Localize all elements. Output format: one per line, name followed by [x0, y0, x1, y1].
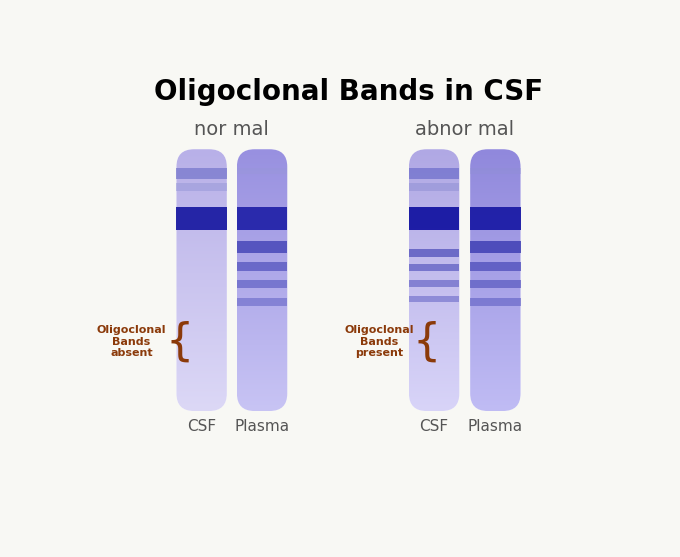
- FancyBboxPatch shape: [409, 149, 459, 411]
- Text: Plasma: Plasma: [468, 419, 523, 434]
- Text: {: {: [412, 320, 441, 363]
- Bar: [409, 296, 459, 302]
- Bar: [176, 207, 227, 231]
- Text: Oligoclonal Bands in CSF: Oligoclonal Bands in CSF: [154, 77, 543, 106]
- Bar: [237, 241, 287, 253]
- Bar: [470, 262, 521, 271]
- Bar: [470, 280, 521, 288]
- Bar: [409, 249, 459, 257]
- Bar: [470, 168, 521, 174]
- FancyBboxPatch shape: [470, 149, 521, 411]
- Bar: [409, 265, 459, 271]
- Text: Oligoclonal
Bands
absent: Oligoclonal Bands absent: [97, 325, 166, 358]
- Bar: [470, 207, 521, 231]
- Bar: [409, 207, 459, 231]
- Text: {: {: [166, 320, 194, 363]
- Bar: [470, 299, 521, 306]
- Text: abnor mal: abnor mal: [415, 120, 514, 139]
- Bar: [176, 168, 227, 179]
- FancyBboxPatch shape: [176, 149, 227, 411]
- Bar: [237, 299, 287, 306]
- Text: CSF: CSF: [187, 419, 216, 434]
- Bar: [470, 241, 521, 253]
- FancyBboxPatch shape: [237, 149, 287, 411]
- Bar: [237, 280, 287, 288]
- Text: CSF: CSF: [420, 419, 449, 434]
- Bar: [237, 168, 287, 174]
- Bar: [237, 207, 287, 231]
- Bar: [237, 262, 287, 271]
- Bar: [176, 183, 227, 191]
- Bar: [409, 280, 459, 287]
- Bar: [409, 168, 459, 179]
- Text: nor mal: nor mal: [194, 120, 269, 139]
- Bar: [409, 183, 459, 191]
- Text: Plasma: Plasma: [235, 419, 290, 434]
- Text: Oligoclonal
Bands
present: Oligoclonal Bands present: [345, 325, 414, 358]
